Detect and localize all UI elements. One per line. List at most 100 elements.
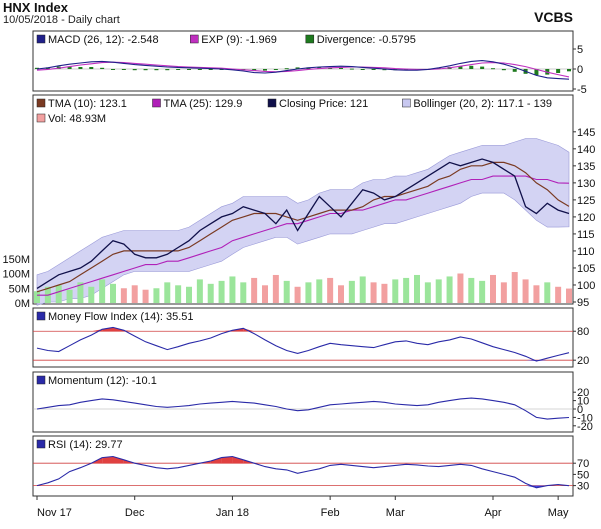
- volume-bar: [403, 277, 410, 303]
- volume-bar: [566, 288, 572, 303]
- divergence-bar: [436, 67, 441, 69]
- divergence-bar: [339, 67, 343, 69]
- divergence-bar: [273, 69, 278, 70]
- divergence-bar: [78, 67, 83, 69]
- mfi-y-tick-label: 80: [577, 326, 589, 338]
- price-legend-label: Vol: 48.93M: [48, 113, 106, 125]
- volume-bar: [142, 289, 149, 303]
- divergence-bar: [501, 69, 506, 71]
- volume-bar: [34, 291, 40, 303]
- volume-bar: [500, 282, 507, 303]
- price-y-tick-label: 130: [577, 178, 595, 190]
- divergence-bar: [197, 69, 202, 70]
- volume-bar: [457, 273, 464, 303]
- divergence-bar: [328, 67, 333, 69]
- rsi-legend-swatch: [36, 439, 46, 449]
- divergence-bar: [263, 69, 267, 71]
- momentum-y-tick-label: 20: [577, 387, 589, 399]
- x-tick-label: Mar: [386, 507, 405, 519]
- volume-bar: [131, 285, 138, 303]
- mfi-y-tick-label: 20: [577, 355, 589, 367]
- volume-bar: [479, 280, 486, 303]
- divergence-bar: [208, 69, 213, 70]
- rsi-overbought-fill: [102, 456, 113, 464]
- volume-bar: [110, 283, 116, 303]
- volume-bar: [359, 276, 366, 303]
- divergence-bar: [187, 69, 191, 70]
- volume-bar: [120, 288, 127, 303]
- price-y-tick-label: 100: [577, 280, 595, 292]
- price-legend-label: Bollinger (20, 2): 117.1 - 139: [413, 98, 552, 110]
- volume-bar: [262, 285, 268, 303]
- x-tick-label: Jan 18: [216, 507, 249, 519]
- volume-bar: [251, 277, 258, 303]
- volume-bar: [533, 285, 540, 303]
- divergence-bar: [512, 69, 517, 72]
- price-legend-swatch: [267, 98, 277, 108]
- momentum-y-tick-label: 0: [577, 404, 583, 416]
- volume-tick-label: 150M: [2, 254, 30, 266]
- mfi-legend-swatch: [36, 311, 46, 321]
- chart-subtitle: 10/05/2018 - Daily chart: [3, 14, 120, 26]
- price-legend-swatch: [402, 98, 411, 108]
- macd-legend-swatch: [36, 34, 46, 44]
- volume-bar: [555, 286, 562, 303]
- volume-bar: [468, 277, 475, 303]
- volume-bar: [294, 286, 301, 303]
- divergence-bar: [176, 69, 181, 70]
- volume-bar: [186, 286, 192, 303]
- rsi-overbought-fill: [113, 456, 124, 464]
- price-legend-swatch: [36, 98, 46, 108]
- divergence-bar: [143, 69, 148, 71]
- volume-bar: [229, 276, 236, 303]
- momentum-panel-frame: [32, 371, 574, 433]
- x-tick-label: Dec: [125, 507, 145, 519]
- volume-bar: [305, 282, 312, 303]
- price-legend-label: Closing Price: 121: [279, 98, 368, 110]
- volume-bar: [392, 279, 399, 303]
- volume-bar: [77, 282, 84, 303]
- divergence-bar: [404, 69, 409, 71]
- volume-bar: [88, 286, 95, 303]
- tma10-line: [36, 161, 570, 293]
- price-y-tick-label: 105: [577, 263, 595, 275]
- divergence-bar: [121, 69, 126, 70]
- price-y-tick-label: 110: [577, 246, 595, 258]
- volume-bar: [522, 279, 529, 303]
- divergence-bar: [469, 65, 474, 69]
- price-y-tick-label: 95: [577, 297, 589, 309]
- divergence-bar: [100, 67, 105, 69]
- closing-price-line: [36, 158, 570, 289]
- volume-bar: [66, 289, 73, 303]
- volume-tick-label: 0M: [15, 298, 30, 310]
- volume-bar: [338, 285, 344, 303]
- macd-legend-label: MACD (26, 12): -2.548: [48, 34, 159, 46]
- mfi-panel-frame: [32, 307, 574, 368]
- divergence-bar: [132, 69, 137, 71]
- volume-tick-label: 100M: [2, 269, 30, 281]
- rsi-y-tick-label: 50: [577, 469, 589, 481]
- macd-y-tick-label: 0: [577, 64, 583, 76]
- volume-bar: [175, 285, 182, 303]
- divergence-bar: [165, 69, 170, 71]
- price-y-tick-label: 125: [577, 195, 595, 207]
- volume-bar: [240, 282, 247, 303]
- brand-label: VCBS: [534, 9, 573, 25]
- momentum-legend-swatch: [36, 375, 46, 385]
- macd-legend-label: Divergence: -0.5795: [317, 34, 416, 46]
- mfi-overbought-fill: [243, 328, 255, 332]
- momentum-y-tick-label: 10: [577, 396, 589, 408]
- price-legend-swatch: [36, 113, 46, 123]
- x-tick-label: Feb: [321, 507, 340, 519]
- volume-bar: [327, 277, 334, 303]
- macd-line: [36, 60, 570, 80]
- macd-y-tick-label: -5: [577, 84, 587, 96]
- rsi-overbought-fill: [232, 456, 244, 464]
- mfi-overbought-fill: [123, 330, 135, 332]
- volume-tick-label: 50M: [9, 283, 30, 295]
- macd-legend-swatch: [305, 34, 315, 44]
- momentum-legend-label: Momentum (12): -10.1: [48, 375, 157, 387]
- exp-line: [36, 61, 570, 78]
- divergence-bar: [534, 69, 539, 75]
- rsi-y-tick-label: 70: [577, 458, 589, 470]
